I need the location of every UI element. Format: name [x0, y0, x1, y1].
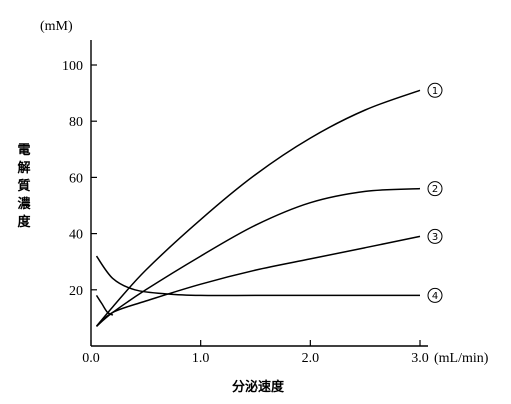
y-axis-title-char: 解: [16, 160, 30, 176]
x-axis-title: 分泌速度: [232, 379, 285, 395]
series-line-1: [95, 89, 421, 327]
y-tick-label: 60: [69, 171, 83, 186]
series-line-5: [95, 294, 114, 316]
y-tick-label: 20: [69, 284, 83, 299]
series-label: 4: [432, 291, 438, 302]
series-line-2: [96, 187, 421, 327]
x-tick-label: 0.0: [82, 351, 100, 366]
y-tick-label: 100: [62, 59, 83, 74]
series-marker-circle: [427, 181, 443, 197]
y-axis-title-char: 電: [17, 143, 30, 158]
series-marker-4: 4: [427, 287, 443, 303]
y-axis-unit: (mM): [40, 19, 73, 34]
y-axis-title-char: 度: [17, 214, 31, 230]
axes: [90, 40, 428, 347]
y-axis-title-char: 濃: [17, 196, 31, 212]
x-tick-label: 1.0: [192, 351, 210, 366]
x-tick-label: 2.0: [302, 351, 320, 366]
series-lines: [95, 89, 421, 327]
series-line-4: [95, 255, 420, 297]
series-label: 3: [432, 232, 438, 243]
series-markers: 1 2 3 4: [427, 82, 443, 303]
series-marker-2: 2: [427, 181, 443, 197]
y-tick-label: 40: [69, 228, 83, 243]
y-tick-label: 80: [69, 115, 83, 130]
ticks: 20 40 60 80 100 0.0 1.0 2.0 3.0: [62, 59, 429, 366]
series-marker-circle: [427, 287, 443, 303]
series-label: 2: [432, 184, 438, 195]
series-marker-circle: [427, 82, 443, 98]
series-label: 1: [432, 86, 438, 97]
series-marker-circle: [427, 228, 443, 244]
series-marker-3: 3: [427, 228, 443, 244]
series-line-3: [95, 235, 421, 327]
y-axis-title-char: 質: [17, 178, 30, 194]
x-tick-label: 3.0: [411, 351, 429, 366]
x-axis-unit: (mL/min): [434, 351, 489, 366]
series-marker-1: 1: [427, 82, 443, 98]
